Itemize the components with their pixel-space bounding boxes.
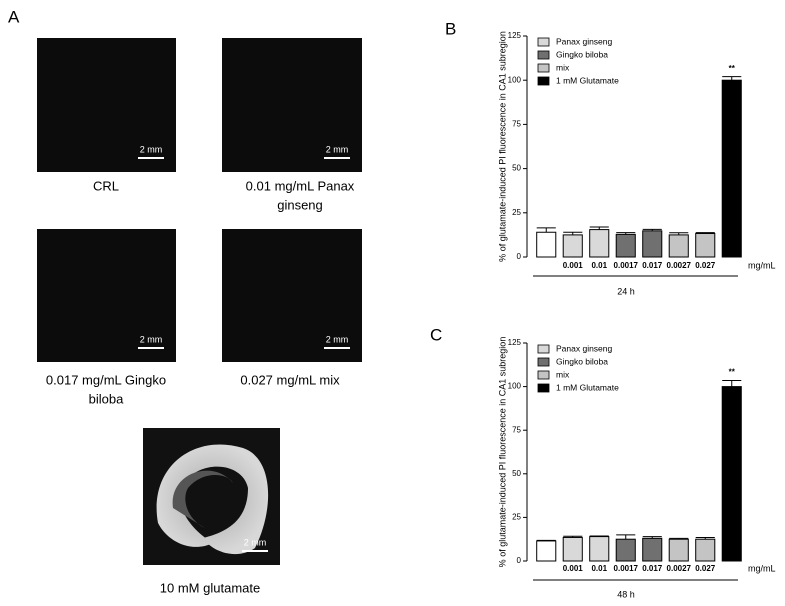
bar	[562, 234, 583, 258]
caption: 10 mM glutamate	[160, 580, 260, 595]
caption: biloba	[89, 391, 124, 406]
bar	[642, 230, 663, 258]
y-axis-label: % of glutamate-induced PI fluorescence i…	[497, 337, 507, 568]
x-tick-label: 0.01	[591, 564, 607, 573]
bar	[536, 540, 557, 562]
bar	[668, 234, 689, 258]
legend-swatch	[537, 357, 550, 367]
y-tick-label: 125	[508, 31, 522, 40]
y-tick-label: 75	[512, 425, 521, 434]
scale-label: 2 mm	[140, 334, 163, 344]
bar	[589, 229, 610, 258]
bar	[589, 536, 610, 562]
bar	[721, 79, 742, 258]
legend-swatch	[537, 383, 550, 393]
x-tick-label: 0.017	[642, 564, 663, 573]
scale-label: 2 mm	[326, 144, 349, 154]
significance: **	[729, 368, 736, 377]
y-tick-label: 25	[512, 208, 521, 217]
bar	[615, 538, 636, 562]
x-tick-label: 0.017	[642, 261, 663, 270]
legend-swatch	[537, 344, 550, 354]
x-tick-label: 0.0017	[614, 261, 639, 270]
unit-label: mg/mL	[748, 563, 776, 573]
bar	[695, 538, 716, 562]
y-tick-label: 75	[512, 120, 521, 129]
caption: 0.017 mg/mL Gingko	[46, 372, 166, 387]
caption: 0.027 mg/mL mix	[240, 372, 340, 387]
unit-label: mg/mL	[748, 260, 776, 270]
caption: CRL	[93, 178, 119, 193]
x-axis-label: 48 h	[617, 589, 635, 599]
bar	[536, 231, 557, 258]
bar	[642, 537, 663, 562]
significance: **	[729, 64, 736, 73]
caption: 0.01 mg/mL Panax	[246, 178, 355, 193]
scale-label: 2 mm	[244, 537, 267, 547]
bar	[562, 536, 583, 562]
micrograph	[37, 38, 176, 172]
legend-swatch	[537, 50, 550, 60]
y-axis-label: % of glutamate-induced PI fluorescence i…	[497, 31, 507, 262]
dentate	[172, 470, 233, 528]
micrograph	[37, 229, 176, 362]
x-tick-label: 0.001	[563, 261, 584, 270]
legend-label: mix	[556, 369, 570, 379]
micrograph	[222, 38, 362, 172]
y-tick-label: 125	[508, 338, 522, 347]
micrograph	[222, 229, 362, 362]
x-tick-label: 0.01	[591, 261, 607, 270]
legend-label: Panax ginseng	[556, 343, 613, 353]
scale-label: 2 mm	[326, 334, 349, 344]
caption: ginseng	[277, 197, 323, 212]
x-tick-label: 0.001	[563, 564, 584, 573]
legend-swatch	[537, 76, 550, 86]
x-tick-label: 0.0027	[667, 564, 692, 573]
panel-letter: C	[430, 325, 442, 344]
hippocampus	[156, 444, 269, 555]
x-tick-label: 0.027	[695, 564, 716, 573]
y-tick-label: 25	[512, 513, 521, 522]
legend-label: 1 mM Glutamate	[556, 75, 619, 85]
scale-label: 2 mm	[140, 144, 163, 154]
legend-swatch	[537, 37, 550, 47]
bar	[615, 233, 636, 258]
panel-letter: B	[445, 19, 456, 38]
y-tick-label: 100	[508, 382, 522, 391]
legend-label: Gingko biloba	[556, 356, 608, 366]
y-tick-label: 50	[512, 164, 521, 173]
legend-swatch	[537, 370, 550, 380]
legend-label: mix	[556, 62, 570, 72]
panel-letter: A	[8, 7, 20, 26]
legend-swatch	[537, 63, 550, 73]
x-axis-label: 24 h	[617, 286, 635, 296]
y-tick-label: 50	[512, 469, 521, 478]
legend-label: Panax ginseng	[556, 36, 613, 46]
x-tick-label: 0.027	[695, 261, 716, 270]
bar	[721, 386, 742, 562]
y-tick-label: 0	[517, 252, 522, 261]
y-tick-label: 0	[517, 556, 522, 565]
legend-label: 1 mM Glutamate	[556, 382, 619, 392]
x-tick-label: 0.0027	[667, 261, 692, 270]
bar	[695, 232, 716, 258]
legend-label: Gingko biloba	[556, 49, 608, 59]
y-tick-label: 100	[508, 75, 522, 84]
bar	[668, 538, 689, 562]
x-tick-label: 0.0017	[614, 564, 639, 573]
